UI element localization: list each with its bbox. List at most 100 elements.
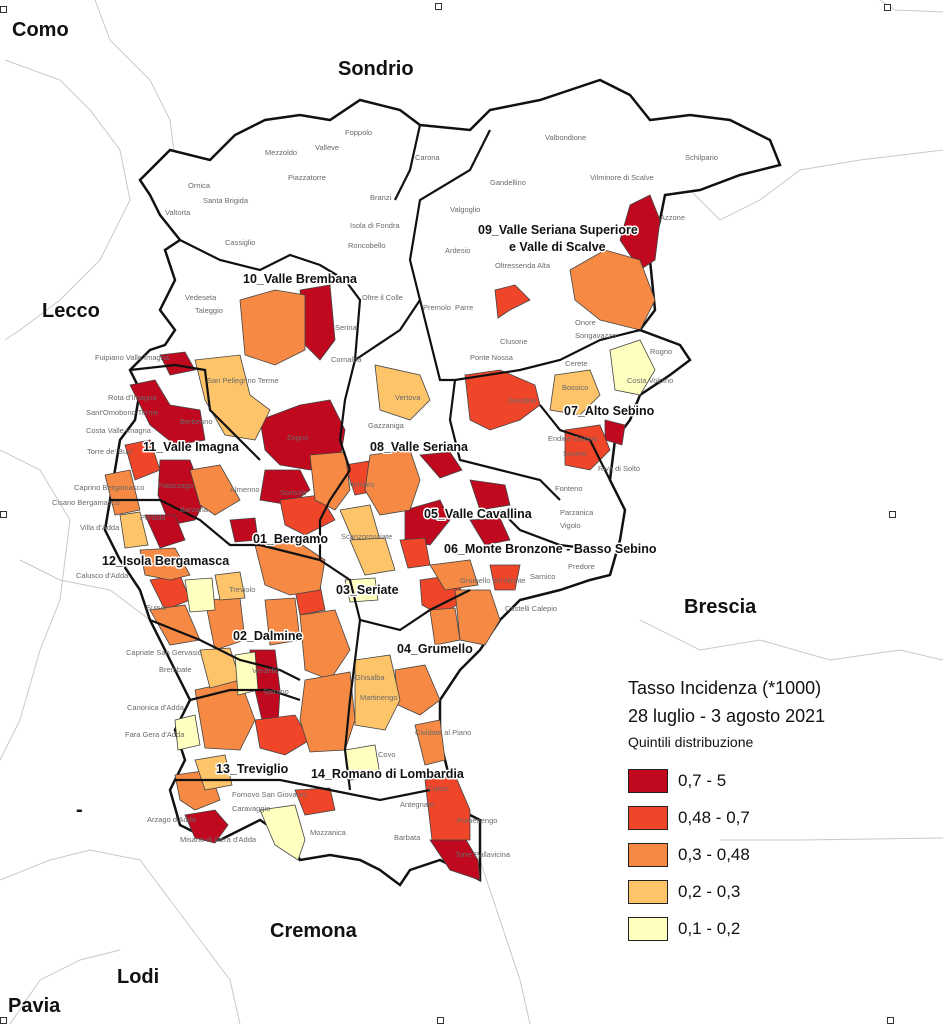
- town-label: Brembate: [159, 665, 192, 674]
- area-treviglio-orange-red: [254, 714, 311, 756]
- area-brembana-orange: [239, 289, 306, 366]
- legend-swatch: [628, 880, 668, 904]
- legend-title: Tasso Incidenza (*1000): [628, 678, 822, 698]
- province-label: Sondrio: [338, 58, 414, 80]
- town-label: Caravaggio: [232, 804, 270, 813]
- town-label: Costa Valle Imagna: [86, 426, 152, 435]
- town-label: Arzago d'Adda: [147, 815, 197, 824]
- town-label: Rogno: [650, 347, 672, 356]
- town-label: Caprino Bergamasco: [74, 483, 144, 492]
- town-label: Castelli Calepio: [505, 604, 557, 613]
- town-label: Fuipiano Valle Imagna: [95, 353, 170, 362]
- legend-item: 0,3 - 0,48: [628, 842, 928, 868]
- district-label: e Valle di Scalve: [509, 240, 606, 254]
- province-label: Lecco: [42, 300, 100, 322]
- town-label: Schilpario: [685, 153, 718, 162]
- area-bronzone-red: [469, 517, 511, 546]
- area-grumello-orange1: [454, 589, 501, 646]
- frame-handle-top-right[interactable]: [884, 4, 891, 11]
- frame-handle-bottom-left[interactable]: [0, 1017, 7, 1024]
- area-romano-light: [354, 654, 401, 731]
- area-treviglio-pale: [174, 714, 201, 751]
- town-label: Gandellino: [490, 178, 526, 187]
- town-label: Vertova: [395, 393, 421, 402]
- area-scalve-orange: [569, 249, 656, 331]
- town-label: Misano di Gera d'Adda: [180, 835, 257, 844]
- area-seriana-orange2: [309, 451, 351, 511]
- legend-label: 0,1 - 0,2: [678, 919, 741, 938]
- province-label: -: [76, 799, 83, 821]
- town-label: Parre: [455, 303, 473, 312]
- town-label: Covo: [378, 750, 396, 759]
- town-label: Grumello del Monte: [460, 576, 525, 585]
- town-label: Cisano Bergamasco: [52, 498, 120, 507]
- area-seriate-light: [349, 537, 396, 576]
- town-label: Sovere: [563, 449, 587, 458]
- frame-handle-middle-right[interactable]: [889, 511, 896, 518]
- town-label: Costa Volpino: [627, 376, 673, 385]
- town-label: Ardesio: [445, 246, 470, 255]
- town-label: Barbata: [394, 833, 421, 842]
- town-label: Isola di Fondra: [350, 221, 400, 230]
- area-vertova-light: [374, 364, 431, 421]
- area-gandino-red1: [469, 479, 511, 511]
- district-label: 04_Grumello: [397, 642, 473, 656]
- map-legend: Tasso Incidenza (*1000) 28 luglio - 3 ag…: [628, 674, 928, 953]
- frame-handle-bottom-middle[interactable]: [437, 1017, 444, 1024]
- town-label: Ponte Nossa: [470, 353, 514, 362]
- town-label: Cassiglio: [225, 238, 255, 247]
- town-label: Santa Brigida: [203, 196, 249, 205]
- province-label: Pavia: [8, 995, 61, 1017]
- town-label: Berbenno: [180, 417, 213, 426]
- district-borders: [110, 124, 641, 802]
- town-label: Sarnico: [530, 572, 555, 581]
- area-bergamo-red: [229, 517, 259, 543]
- district-label: 14_Romano di Lombardia: [311, 767, 465, 781]
- town-label: Torre de' Busi: [87, 447, 133, 456]
- town-label: Oltressenda Alta: [495, 261, 551, 270]
- town-label: Premolo: [423, 303, 451, 312]
- town-label: Valleve: [315, 143, 339, 152]
- town-label: Antegnate: [400, 800, 434, 809]
- town-label: Almenno: [230, 485, 260, 494]
- legend-subtitle: Quintili distribuzione: [628, 734, 754, 750]
- legend-item: 0,1 - 0,2: [628, 916, 928, 942]
- area-grumello-orange2: [429, 607, 461, 646]
- town-label: Cornalba: [331, 355, 362, 364]
- legend-swatch: [628, 806, 668, 830]
- area-ardesio-orange-red: [494, 284, 531, 319]
- district-label: 05_Valle Cavallina: [424, 507, 533, 521]
- town-label: Endine Gaiano: [548, 434, 598, 443]
- town-label: Taleggio: [195, 306, 223, 315]
- town-label: Fornovo San Giovanni: [232, 790, 307, 799]
- town-label: Pumenengo: [457, 816, 497, 825]
- frame-handle-bottom-right[interactable]: [887, 1017, 894, 1024]
- town-label: Roncobello: [348, 241, 386, 250]
- district-label: 09_Valle Seriana Superiore: [478, 223, 638, 237]
- area-grumello-orange-red2: [489, 564, 521, 591]
- town-label: Predore: [568, 562, 595, 571]
- town-label: Gandino: [508, 396, 536, 405]
- area-cavallina-red: [404, 499, 451, 546]
- frame-handle-middle-left[interactable]: [0, 511, 7, 518]
- district-label: 12_Isola Bergamasca: [102, 554, 230, 568]
- province-label: Brescia: [684, 596, 757, 618]
- town-label: Fonteno: [555, 484, 583, 493]
- area-romano-orange3: [414, 719, 446, 766]
- district-label: 01_Bergamo: [253, 532, 328, 546]
- town-label: Calcio: [428, 784, 449, 793]
- area-calcio-orange-red: [424, 774, 471, 841]
- district-labels: 10_Valle Brembana 09_Valle Seriana Superi…: [101, 222, 659, 783]
- district-label: 07_Alto Sebino: [564, 404, 655, 418]
- town-label: Cerete: [565, 359, 588, 368]
- legend-item: 0,2 - 0,3: [628, 879, 928, 905]
- area-caravaggio-pale: [259, 804, 306, 861]
- frame-handle-top-left[interactable]: [0, 6, 7, 13]
- town-label: Foppolo: [345, 128, 372, 137]
- legend-label: 0,2 - 0,3: [678, 882, 741, 901]
- town-labels: Foppolo Valleve Carona Mezzoldo Valbondione S…: [52, 128, 718, 859]
- legend-swatch: [628, 769, 668, 793]
- town-label: Barzana: [180, 505, 209, 514]
- frame-handle-top-middle[interactable]: [435, 3, 442, 10]
- town-label: Pontida: [140, 513, 166, 522]
